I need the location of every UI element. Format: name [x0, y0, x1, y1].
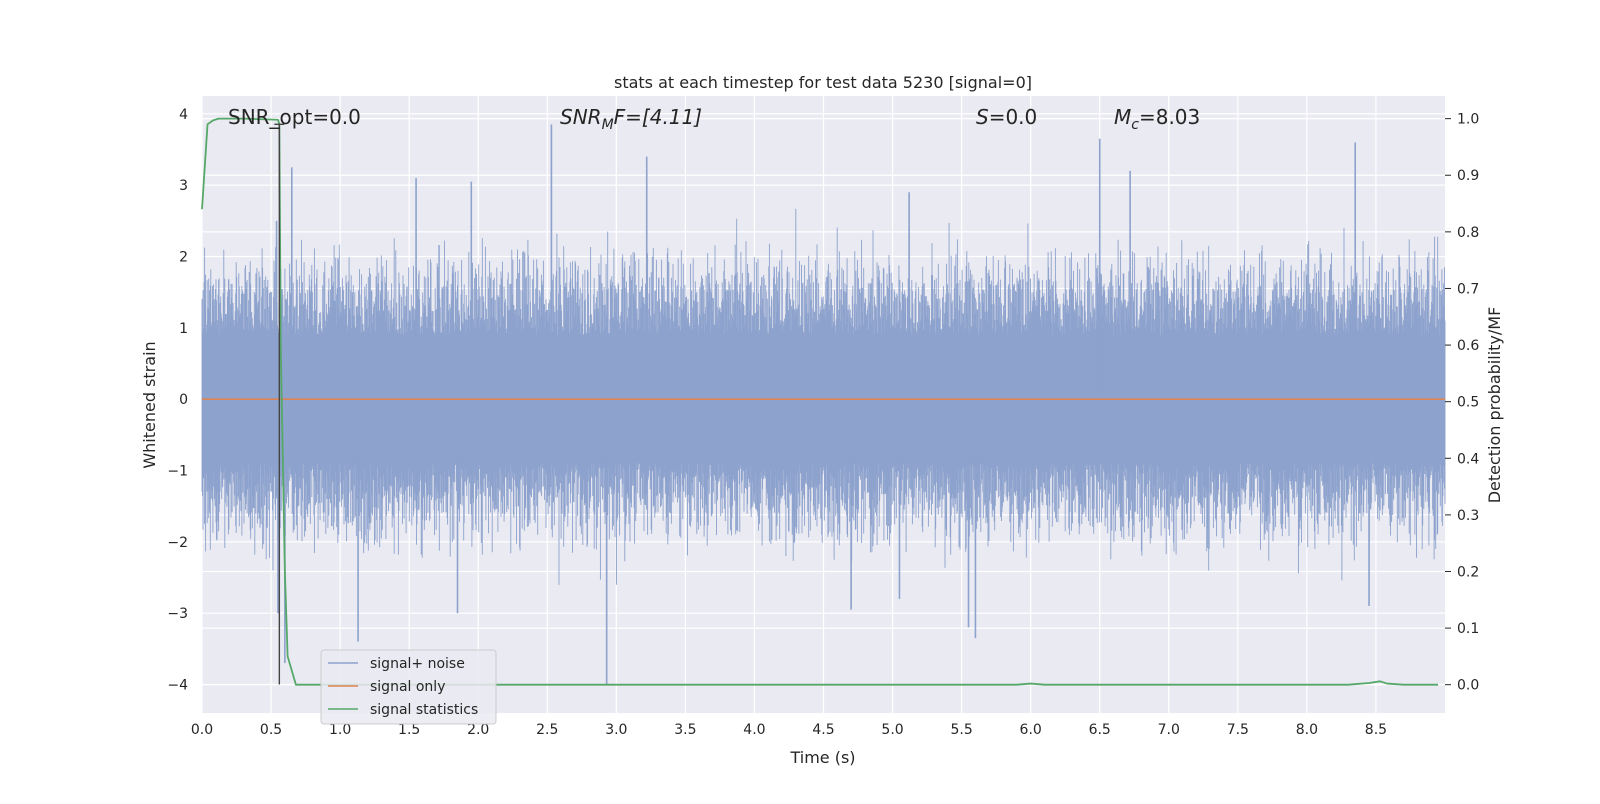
x-tick-label: 1.0 [329, 722, 351, 738]
y-tick-label-right: 0.0 [1457, 678, 1479, 694]
x-tick-label: 0.0 [191, 722, 213, 738]
annotation-mc: Mc=8.03 [1114, 105, 1200, 133]
x-tick-label: 6.0 [1020, 722, 1042, 738]
x-tick-label: 8.5 [1365, 722, 1387, 738]
annotation-s: S=0.0 [976, 105, 1037, 129]
y-tick-label-right: 0.7 [1457, 281, 1479, 297]
y-tick-label-right: 0.9 [1457, 168, 1479, 184]
x-tick-label: 0.5 [260, 722, 282, 738]
legend-label-signal-only: signal only [370, 679, 445, 695]
x-tick-label: 4.5 [812, 722, 834, 738]
y-tick-label-left: 0 [179, 392, 188, 408]
x-tick-label: 7.0 [1158, 722, 1180, 738]
legend-label-signal-statistics: signal statistics [370, 702, 478, 718]
y-tick-label-right: 0.5 [1457, 395, 1479, 411]
x-tick-label: 5.5 [950, 722, 972, 738]
x-tick-label: 3.5 [674, 722, 696, 738]
annotation-snr-opt: SNR_opt=0.0 [228, 105, 361, 129]
x-tick-label: 4.0 [743, 722, 765, 738]
y-tick-label-left: 1 [179, 321, 188, 337]
chart-title: stats at each timestep for test data 523… [614, 73, 1032, 92]
y-tick-label-right: 0.3 [1457, 508, 1479, 524]
y-axis-label-right: Detection probability/MF [1485, 307, 1504, 504]
y-tick-label-right: 1.0 [1457, 112, 1479, 128]
y-tick-label-left: 3 [179, 178, 188, 194]
x-tick-label: 8.0 [1296, 722, 1318, 738]
y-tick-label-left: −2 [167, 535, 188, 551]
x-tick-label: 5.0 [881, 722, 903, 738]
y-tick-label-right: 0.8 [1457, 225, 1479, 241]
y-tick-label-left: 4 [179, 107, 188, 123]
y-tick-label-left: −4 [167, 677, 188, 693]
y-axis-label-left: Whitened strain [140, 341, 159, 468]
y-tick-label-right: 0.6 [1457, 338, 1479, 354]
annotations: SNR_opt=0.0 SNRMF=[4.11] S=0.0 Mc=8.03 [228, 105, 1200, 133]
annotation-snr-mf: SNRMF=[4.11] [560, 105, 702, 133]
x-tick-label: 2.5 [536, 722, 558, 738]
tick-labels: 0.0 0.5 1.0 1.5 2.0 2.5 3.0 3.5 4.0 4.5 5.0 5.5 6.0 6… [167, 107, 1479, 738]
x-tick-label: 3.0 [605, 722, 627, 738]
y-tick-label-right: 0.2 [1457, 564, 1479, 580]
legend-label-signal-noise: signal+ noise [370, 656, 465, 672]
y-tick-label-left: −3 [167, 606, 188, 622]
y-tick-label-right: 0.4 [1457, 451, 1479, 467]
y-tick-label-left: 2 [179, 249, 188, 265]
x-tick-label: 1.5 [398, 722, 420, 738]
y-tick-label-right: 0.1 [1457, 621, 1479, 637]
y-tick-label-left: −1 [167, 463, 188, 479]
x-tick-label: 6.5 [1089, 722, 1111, 738]
x-axis-label: Time (s) [789, 748, 855, 767]
x-tick-label: 7.5 [1227, 722, 1249, 738]
legend-box [320, 649, 497, 725]
legend: signal+ noise signal only signal statist… [320, 649, 497, 725]
x-tick-label: 2.0 [467, 722, 489, 738]
